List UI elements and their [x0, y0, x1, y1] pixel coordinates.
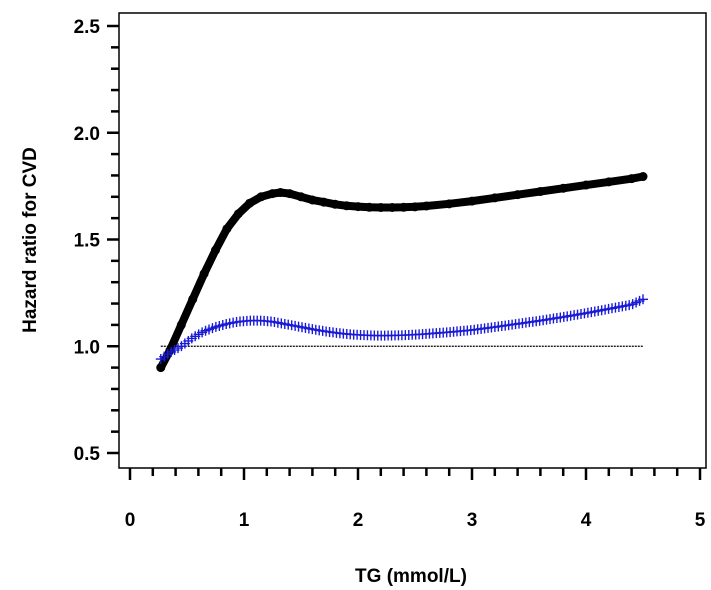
x-tick-label: 0	[125, 510, 136, 531]
data-point	[222, 224, 232, 234]
data-point	[245, 198, 255, 208]
data-point	[364, 202, 374, 212]
data-point	[399, 202, 409, 212]
data-point	[376, 202, 386, 212]
data-point	[627, 174, 637, 184]
data-point	[211, 245, 220, 255]
data-point	[307, 195, 317, 205]
y-tick-label: 1.0	[74, 337, 100, 358]
data-point	[535, 186, 545, 196]
data-point	[256, 192, 266, 202]
y-axis-title: Hazard ratio for CVD	[20, 147, 41, 333]
data-point	[176, 320, 186, 330]
data-point	[387, 202, 397, 212]
plus-marker	[638, 294, 648, 305]
y-tick-label: 1.5	[74, 231, 101, 252]
data-point	[285, 189, 295, 199]
data-point	[233, 209, 243, 219]
data-point	[558, 183, 568, 193]
x-tick-label: 1	[239, 510, 250, 531]
data-point	[444, 199, 454, 209]
y-tick-label: 2.5	[74, 17, 101, 38]
axes: 0 1 2 3 4 5 0.5 1.0 1.5 2.0 2.5	[74, 17, 706, 531]
data-point	[638, 172, 648, 182]
data-point	[188, 294, 198, 304]
x-tick-label: 3	[467, 510, 478, 531]
y-tick-label: 2.0	[74, 124, 100, 145]
series-1	[156, 172, 648, 373]
data-point	[410, 202, 420, 212]
series-group	[155, 172, 648, 373]
data-point	[268, 189, 277, 199]
data-point	[513, 190, 523, 200]
plot-frame	[118, 12, 707, 469]
x-tick-label: 4	[581, 510, 592, 531]
data-point	[467, 196, 477, 206]
data-point	[581, 180, 591, 190]
y-tick-label: 0.5	[74, 444, 101, 465]
data-point	[319, 197, 329, 207]
data-point	[275, 188, 285, 198]
series-2	[155, 294, 648, 365]
data-point	[490, 193, 500, 203]
data-point	[330, 199, 340, 209]
data-point	[353, 202, 363, 212]
data-point	[199, 269, 209, 279]
x-tick-label: 5	[695, 510, 706, 531]
x-axis-title: TG (mmol/L)	[355, 566, 467, 587]
data-point	[604, 177, 614, 187]
x-tick-label: 2	[353, 510, 364, 531]
data-point	[342, 201, 352, 211]
data-point	[156, 363, 166, 373]
data-point	[296, 192, 306, 202]
data-point	[421, 201, 431, 211]
